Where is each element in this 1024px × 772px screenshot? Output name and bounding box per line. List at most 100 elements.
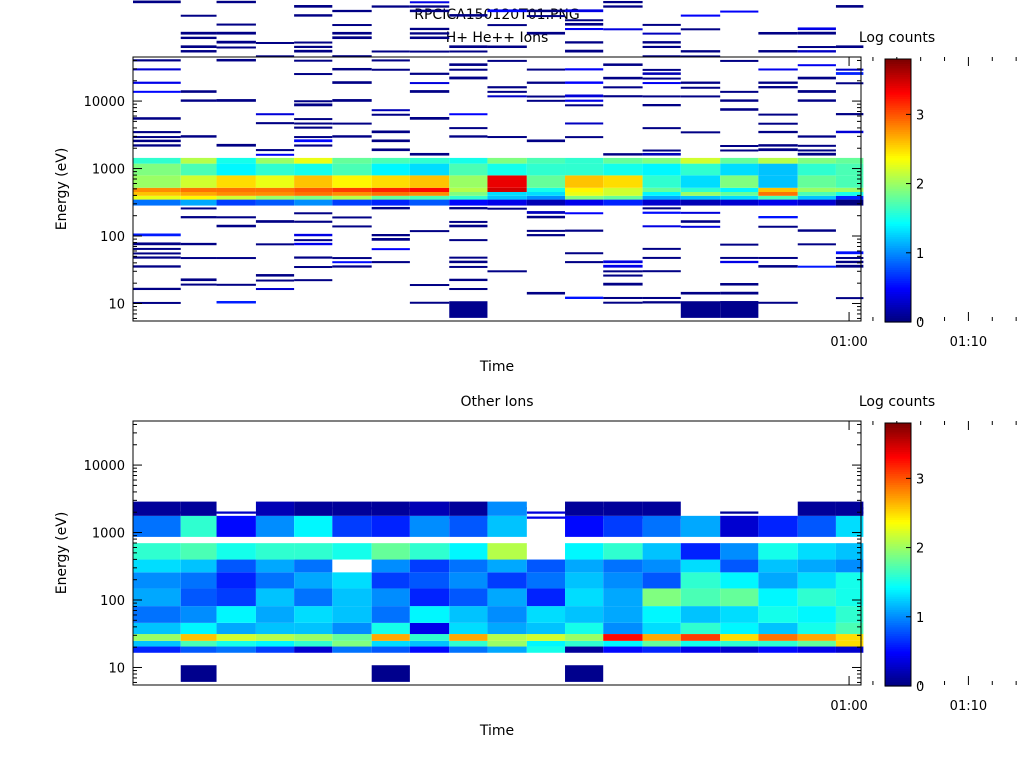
colorbar-swatch <box>885 162 911 165</box>
heatmap-cell <box>294 49 333 53</box>
heatmap-cell <box>797 31 836 35</box>
heatmap-cell <box>835 199 864 206</box>
colorbar-swatch <box>885 258 911 262</box>
heatmap-cell <box>449 175 488 188</box>
heatmap-cell <box>409 640 450 647</box>
heatmap-cell <box>409 195 450 200</box>
colorbar-frame <box>884 422 912 687</box>
heatmap-cell <box>680 95 721 98</box>
heatmap-cell <box>332 257 372 260</box>
heatmap-cell <box>526 95 566 98</box>
heatmap-cell <box>487 45 527 49</box>
heatmap-cell <box>255 243 295 246</box>
heatmap-cell <box>255 149 295 152</box>
heatmap-cell <box>180 31 217 35</box>
heatmap-cell <box>720 175 759 188</box>
heatmap-cell <box>758 543 798 560</box>
heatmap-cell <box>133 247 181 250</box>
heatmap-cell <box>180 572 217 589</box>
heatmap-cell <box>720 199 759 206</box>
heatmap-cell <box>680 588 721 607</box>
heatmap-cell <box>294 163 333 176</box>
heatmap-cell <box>526 606 566 623</box>
heatmap-cell <box>603 543 643 560</box>
colorbar-swatch <box>885 265 911 268</box>
heatmap-cell <box>565 104 604 107</box>
colorbar-swatch <box>885 80 911 84</box>
heatmap-cell <box>835 501 864 516</box>
heatmap-cells <box>133 501 864 682</box>
colorbar-swatch <box>885 65 911 69</box>
colorbar-swatch <box>885 493 911 496</box>
heatmap-cell <box>487 195 527 200</box>
heatmap-cell <box>565 572 604 589</box>
heatmap-cell <box>603 63 643 66</box>
heatmap-cell <box>371 248 410 251</box>
heatmap-cell <box>835 264 864 268</box>
colorbar-swatch <box>885 561 911 564</box>
heatmap-cell <box>409 515 450 537</box>
heatmap-cell <box>758 606 798 623</box>
heatmap-cell <box>133 559 181 573</box>
colorbar-swatch <box>885 308 911 312</box>
colorbar-swatch <box>885 249 911 253</box>
heatmap-cell <box>371 175 410 188</box>
heatmap-cell <box>680 55 721 58</box>
heatmap-cell <box>603 270 643 273</box>
heatmap-cell <box>332 606 372 623</box>
heatmap-cell <box>565 501 604 516</box>
heatmap-cell <box>526 646 566 653</box>
heatmap-cell <box>526 640 566 647</box>
heatmap-cell <box>449 588 488 607</box>
heatmap-cell <box>449 301 488 318</box>
heatmap-cell <box>487 9 527 13</box>
heatmap-cell <box>797 634 836 641</box>
heatmap-cell <box>409 501 450 516</box>
colorbar-swatch <box>885 429 911 433</box>
colorbar-swatch <box>885 203 911 207</box>
heatmap-cell <box>720 515 759 537</box>
heatmap-cell <box>603 260 643 264</box>
colorbar-tick-label: 3 <box>916 108 924 123</box>
colorbar-swatch <box>885 679 911 683</box>
panel-title: H+ He++ Ions <box>446 30 549 46</box>
heatmap-cell <box>255 274 295 277</box>
colorbar-swatch <box>885 664 911 667</box>
heatmap-cell <box>371 163 410 176</box>
heatmap-cell <box>294 266 333 269</box>
heatmap-cell <box>565 163 604 176</box>
heatmap-cell <box>180 515 217 537</box>
colorbar-swatch <box>885 666 911 670</box>
heatmap-cell <box>680 175 721 188</box>
heatmap-cell <box>371 113 410 116</box>
heatmap-cell <box>294 220 333 223</box>
heatmap-cell <box>487 199 527 206</box>
colorbar-swatch <box>885 192 911 196</box>
heatmap-cell <box>180 135 217 138</box>
heatmap-cell <box>332 501 372 516</box>
heatmap-cell <box>371 5 410 8</box>
heatmap-cell <box>835 559 864 573</box>
heatmap-cell <box>835 130 864 134</box>
colorbar-swatch <box>885 508 911 512</box>
colorbar-swatch <box>885 304 911 308</box>
colorbar-swatch <box>885 94 911 97</box>
heatmap-cell <box>642 515 681 537</box>
heatmap-cell <box>758 130 798 134</box>
heatmap-cell <box>294 606 333 623</box>
heatmap-cell <box>642 32 681 35</box>
colorbar-swatch <box>885 280 911 284</box>
heatmap-cell <box>565 622 604 635</box>
colorbar-swatch <box>885 201 911 205</box>
colorbar-swatch <box>885 76 911 80</box>
heatmap-cell <box>449 515 488 537</box>
colorbar-swatch <box>885 497 911 501</box>
colorbar-swatch <box>885 278 911 281</box>
colorbar-swatch <box>885 83 911 86</box>
heatmap-cell <box>294 233 333 237</box>
heatmap-cell <box>332 187 372 193</box>
heatmap-cell <box>371 199 410 206</box>
heatmap-cell <box>216 58 256 62</box>
heatmap-cell <box>449 113 488 116</box>
